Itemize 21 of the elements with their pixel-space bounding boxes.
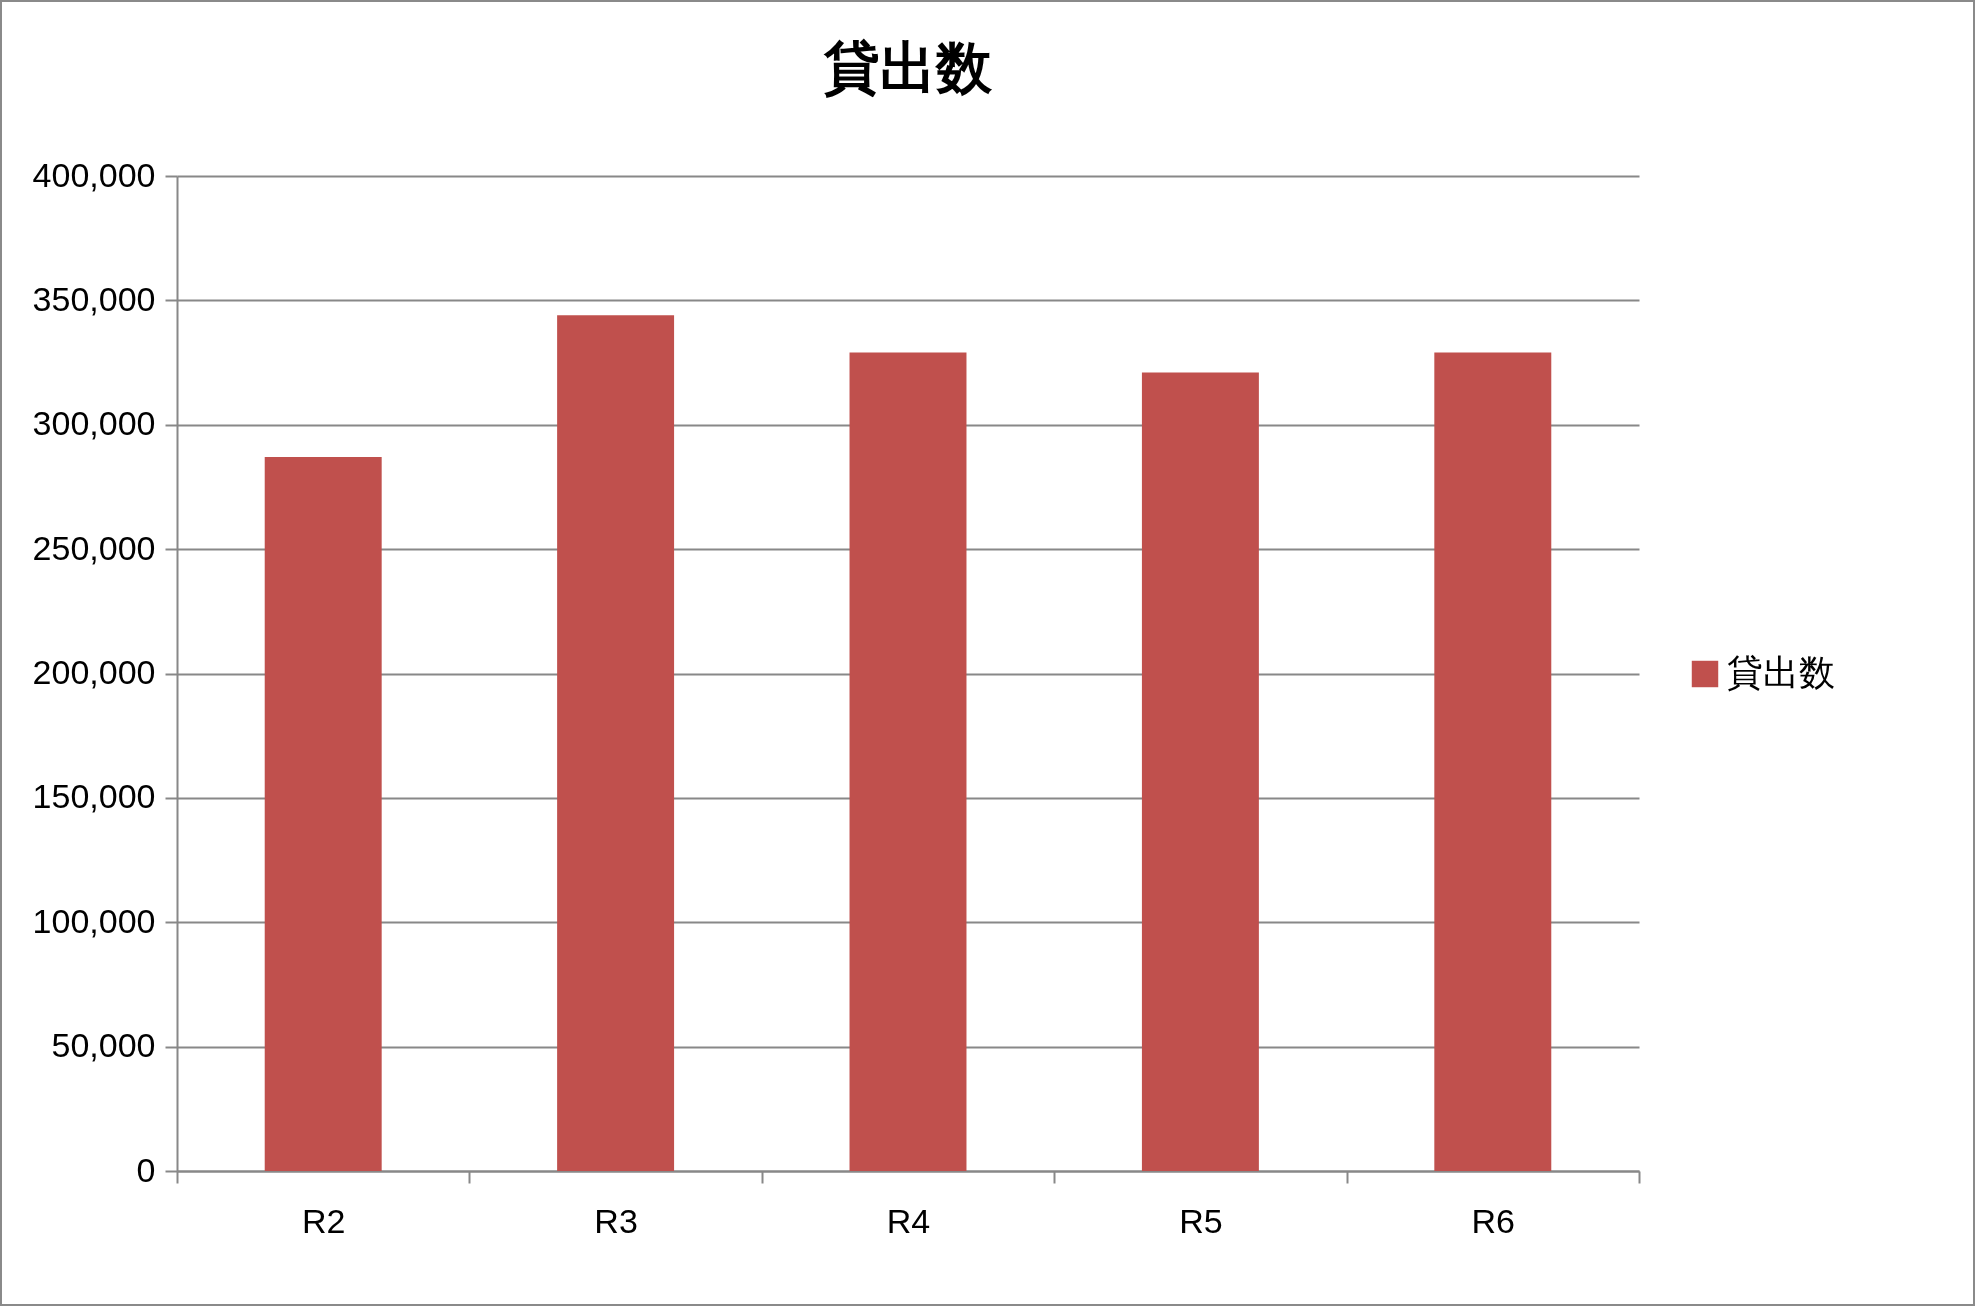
y-tick-label: 150,000 <box>32 777 156 816</box>
x-tick-label: R3 <box>594 1201 638 1240</box>
y-tick-label: 100,000 <box>32 901 156 940</box>
bar <box>849 352 967 1171</box>
x-tick-label: R4 <box>886 1201 931 1240</box>
x-tick-label: R5 <box>1179 1201 1223 1240</box>
y-tick-label: 350,000 <box>32 279 156 318</box>
bar <box>557 315 675 1171</box>
y-tick-label: 200,000 <box>32 653 156 691</box>
bar <box>1141 372 1259 1171</box>
y-tick-label: 250,000 <box>32 528 156 567</box>
y-tick-label: 300,000 <box>32 404 156 443</box>
bar <box>1434 352 1552 1171</box>
bar <box>264 457 382 1171</box>
x-tick-label: R6 <box>1471 1201 1516 1240</box>
legend-label: 貸出数 <box>1727 652 1835 693</box>
y-tick-label: 400,000 <box>32 155 156 194</box>
x-tick-label: R2 <box>301 1201 346 1240</box>
chart-title: 貸出数 <box>823 36 993 99</box>
y-tick-label: 0 <box>136 1150 156 1189</box>
y-tick-label: 50,000 <box>51 1026 156 1065</box>
